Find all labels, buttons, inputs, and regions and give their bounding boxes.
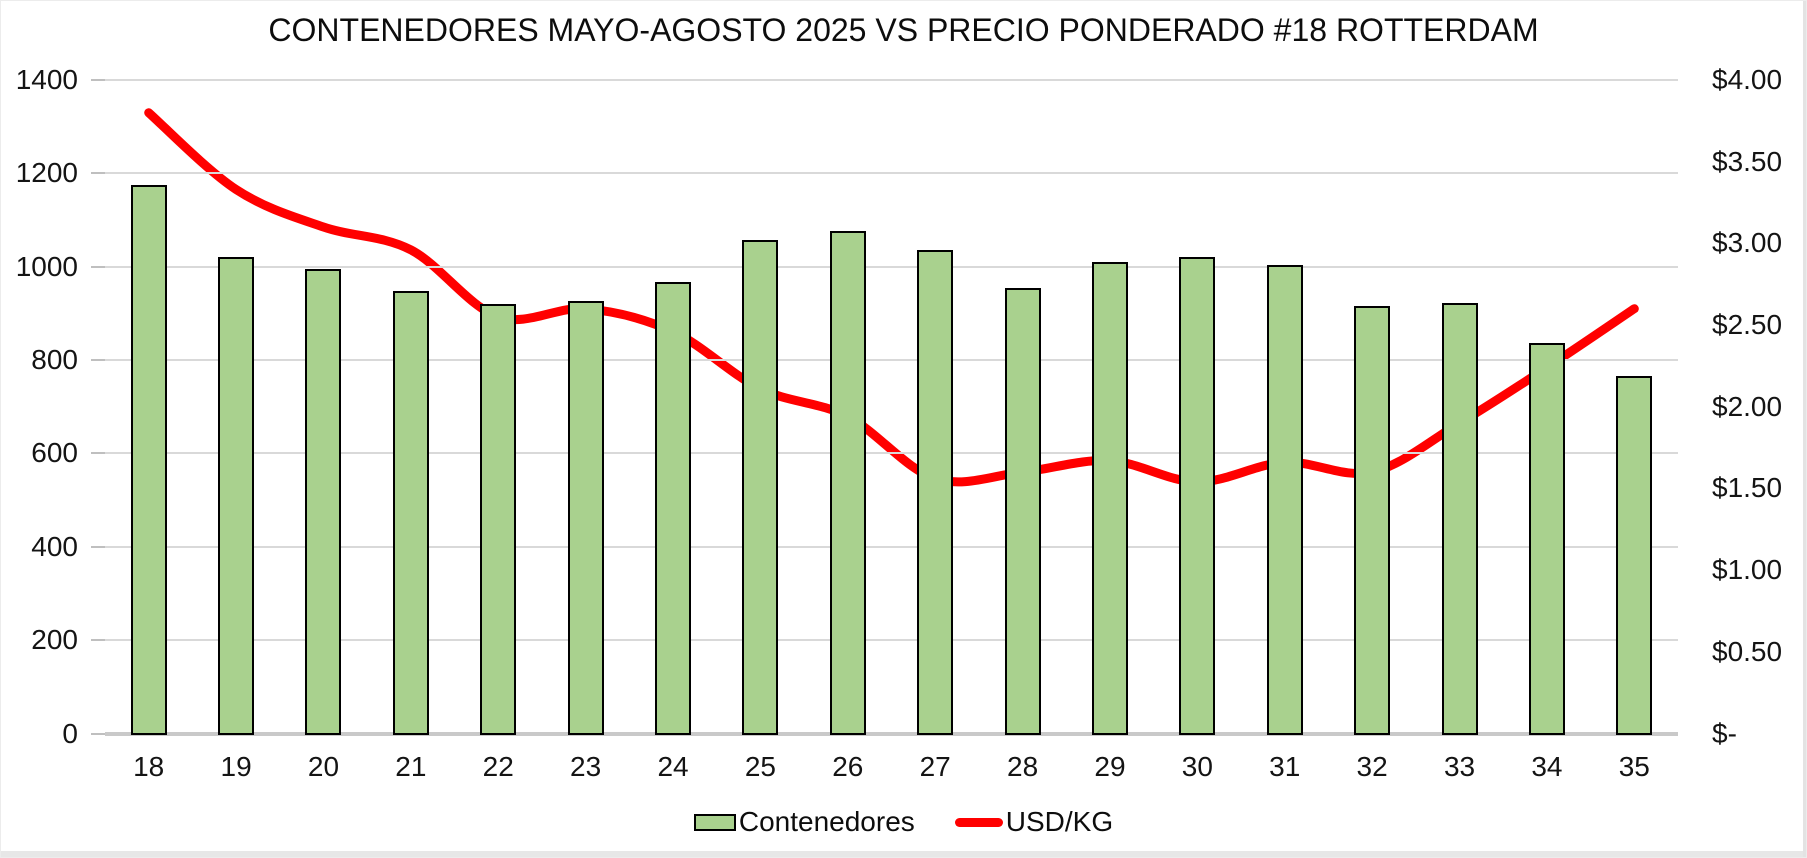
- chart-title: CONTENEDORES MAYO-AGOSTO 2025 VS PRECIO …: [268, 12, 1539, 48]
- right-axis-label: $2.50: [1712, 309, 1783, 341]
- legend-item-usdkg: USD/KG: [954, 806, 1114, 838]
- bar-contenedores-week-25: [742, 239, 779, 736]
- bar-contenedores-week-35: [1616, 375, 1653, 736]
- right-axis-label: $1.50: [1712, 472, 1783, 504]
- x-axis-label: 31: [1269, 751, 1301, 782]
- legend-label-usdkg: USD/KG: [1005, 806, 1114, 837]
- left-axis-tick: [91, 172, 105, 175]
- left-axis-tick: [91, 639, 105, 642]
- right-axis-label: $3.00: [1712, 227, 1783, 259]
- legend: Contenedores USD/KG: [0, 806, 1807, 838]
- bar-contenedores-week-18: [130, 184, 167, 736]
- x-axis-label: 34: [1531, 751, 1563, 782]
- x-axis-label: 23: [570, 751, 602, 782]
- right-axis-label: $-: [1712, 717, 1737, 749]
- x-axis-label: 26: [832, 751, 864, 782]
- x-axis-label: 20: [307, 751, 340, 782]
- gridline: [105, 639, 1678, 642]
- left-axis-label: 800: [31, 344, 78, 376]
- x-axis-label: 22: [482, 751, 514, 782]
- left-axis-label: 1000: [15, 250, 78, 282]
- x-axis-label: 28: [1007, 751, 1039, 782]
- legend-label-contenedores: Contenedores: [738, 806, 915, 837]
- left-axis-tick: [91, 359, 105, 362]
- left-axis-tick: [91, 732, 105, 735]
- x-axis-label: 25: [744, 751, 776, 782]
- x-axis-line: [105, 731, 1678, 736]
- bar-contenedores-week-23: [567, 301, 604, 736]
- gridline: [105, 545, 1678, 548]
- left-axis-label: 400: [31, 530, 78, 562]
- x-axis-label: 19: [220, 751, 252, 782]
- usdkg-line-swatch-icon: [954, 817, 1003, 827]
- bar-contenedores-week-29: [1091, 262, 1128, 736]
- bar-contenedores-week-22: [480, 304, 517, 736]
- usdkg-line: [144, 108, 1639, 487]
- x-axis-label: 18: [133, 751, 165, 782]
- x-axis-label: 33: [1443, 751, 1476, 782]
- right-axis-label: $1.00: [1712, 554, 1783, 586]
- x-axis-label: 32: [1356, 751, 1388, 782]
- left-axis-tick: [91, 452, 105, 455]
- gridline: [105, 172, 1678, 175]
- x-axis-label: 21: [395, 751, 427, 782]
- contenedores-swatch-icon: [693, 813, 736, 831]
- bar-contenedores-week-19: [218, 256, 255, 736]
- bar-contenedores-week-24: [655, 281, 692, 736]
- x-axis-label: 29: [1094, 751, 1126, 782]
- bar-contenedores-week-26: [829, 231, 866, 736]
- gridline: [105, 79, 1678, 81]
- gridline: [105, 265, 1678, 268]
- legend-item-contenedores: Contenedores: [693, 806, 915, 838]
- bar-contenedores-week-21: [392, 290, 429, 736]
- left-axis-tick: [91, 79, 105, 81]
- x-axis-label: 35: [1618, 751, 1650, 782]
- bar-contenedores-week-34: [1528, 342, 1565, 736]
- left-axis-tick: [91, 265, 105, 268]
- bar-contenedores-week-28: [1004, 287, 1041, 736]
- left-axis-label: 600: [31, 437, 78, 469]
- bar-contenedores-week-27: [917, 250, 954, 736]
- right-axis-label: $4.00: [1712, 64, 1783, 95]
- bar-contenedores-week-20: [305, 269, 342, 736]
- bar-contenedores-week-31: [1266, 265, 1303, 736]
- gridline: [105, 359, 1678, 362]
- left-axis-label: 1400: [15, 64, 78, 95]
- left-axis-label: 200: [31, 624, 78, 656]
- left-axis-tick: [91, 545, 105, 548]
- left-axis-label: 0: [62, 717, 78, 749]
- right-axis-label: $0.50: [1712, 635, 1783, 667]
- bar-contenedores-week-30: [1179, 256, 1216, 736]
- bar-contenedores-week-32: [1354, 306, 1391, 736]
- left-axis-label: 1200: [15, 157, 78, 189]
- x-axis-label: 24: [657, 751, 689, 782]
- gridline: [105, 452, 1678, 455]
- right-axis-label: $2.00: [1712, 390, 1783, 422]
- bar-contenedores-week-33: [1441, 302, 1478, 736]
- right-axis-label: $3.50: [1712, 145, 1783, 177]
- x-axis-label: 30: [1181, 751, 1213, 782]
- x-axis-label: 27: [919, 751, 951, 782]
